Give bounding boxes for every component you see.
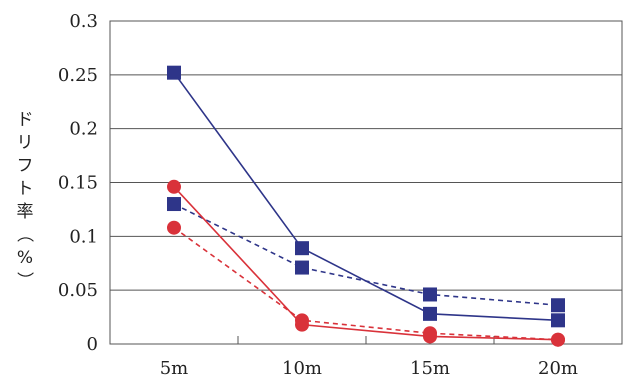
series-2-point-0 <box>167 179 181 194</box>
grid-lines <box>110 20 622 345</box>
y-axis-label-char: ド <box>17 110 34 130</box>
series-0-point-2 <box>423 306 437 321</box>
y-axis-label-char: ） <box>14 272 34 289</box>
series-group <box>167 65 565 347</box>
y-axis-label-char: リ <box>17 133 34 153</box>
series-1-point-1 <box>295 260 309 275</box>
series-line-2 <box>173 186 559 341</box>
series-line-3 <box>173 227 559 341</box>
y-tick-label: 0.3 <box>69 11 98 32</box>
x-tick-label: 10m <box>282 358 322 379</box>
x-tick-label: 5m <box>160 358 189 379</box>
y-axis-label-char: ト <box>17 179 34 199</box>
y-tick-label: 0.15 <box>58 173 98 194</box>
y-tick-label: 0 <box>87 334 98 355</box>
series-0-point-3 <box>551 313 565 328</box>
series-1-point-2 <box>423 287 437 302</box>
series-1-point-3 <box>551 298 565 313</box>
y-tick-label: 0.2 <box>69 119 98 140</box>
series-line-0 <box>173 72 559 322</box>
y-tick-label: 0.25 <box>58 65 98 86</box>
x-tick-labels: 5m 10m 15m 20m <box>160 358 578 379</box>
series-3-point-0 <box>167 220 181 235</box>
y-axis-label-char: フ <box>17 156 34 176</box>
y-axis-label-char: % <box>17 248 33 268</box>
y-axis-label-char: （ <box>14 226 34 243</box>
series-3-point-2 <box>423 326 437 341</box>
series-1-point-0 <box>167 197 181 212</box>
y-tick-label: 0.05 <box>58 280 98 301</box>
series-3-point-1 <box>295 313 309 328</box>
y-tick-label: 0.1 <box>69 226 98 247</box>
y-tick-labels: 0 0.05 0.1 0.15 0.2 0.25 0.3 <box>58 11 98 355</box>
x-tick-label: 20m <box>538 358 578 379</box>
series-3-point-3 <box>551 332 565 347</box>
series-line-1 <box>173 203 559 307</box>
series-0-point-0 <box>167 65 181 80</box>
x-tick-label: 15m <box>410 358 450 379</box>
y-axis-label-char: 率 <box>17 202 34 222</box>
series-0-point-1 <box>295 241 309 256</box>
